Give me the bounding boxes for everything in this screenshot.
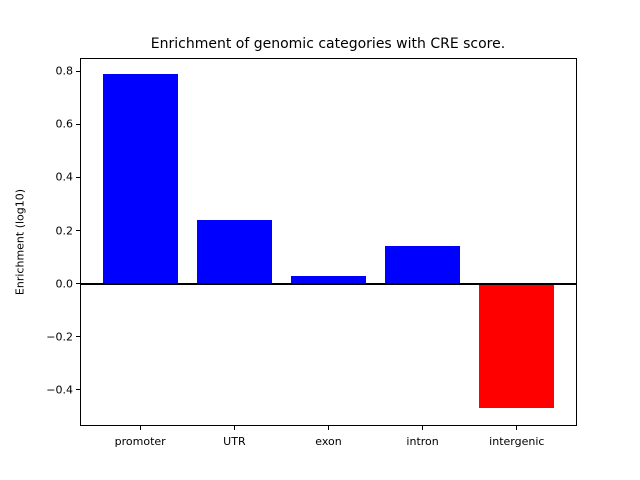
x-tick-mark: [516, 426, 518, 430]
y-tick-label: −0.4: [46, 383, 73, 397]
y-tick-mark: [76, 389, 80, 391]
y-tick-mark: [76, 70, 80, 72]
x-tick-label-exon: exon: [315, 435, 342, 448]
y-tick-label: 0.6: [55, 117, 74, 131]
chart-title: Enrichment of genomic categories with CR…: [150, 36, 506, 52]
x-tick-label-UTR: UTR: [223, 435, 246, 448]
y-tick-label: 0.4: [55, 170, 74, 184]
x-tick-label-intron: intron: [406, 435, 439, 448]
x-tick-mark: [422, 426, 424, 430]
y-tick-label: 0.0: [55, 277, 74, 290]
zero-baseline: [80, 282, 577, 285]
x-tick-mark: [139, 426, 141, 430]
bar-intron: [385, 246, 461, 284]
y-tick-label: −0.2: [46, 330, 73, 344]
y-tick-label: 0.2: [55, 224, 74, 237]
x-tick-label-intergenic: intergenic: [489, 435, 545, 448]
bar-intergenic: [479, 283, 555, 409]
y-tick-mark: [76, 230, 80, 231]
x-tick-mark: [233, 426, 235, 430]
bar-UTR: [196, 219, 272, 284]
y-tick-mark: [76, 336, 80, 338]
x-tick-mark: [328, 426, 329, 430]
y-tick-mark: [76, 123, 80, 125]
bar-exon: [290, 275, 367, 284]
y-tick-mark: [76, 176, 80, 178]
y-tick-mark: [76, 283, 80, 284]
y-tick-label: 0.8: [55, 64, 74, 78]
x-tick-label-promoter: promoter: [114, 435, 166, 448]
bar-promoter: [102, 73, 178, 284]
